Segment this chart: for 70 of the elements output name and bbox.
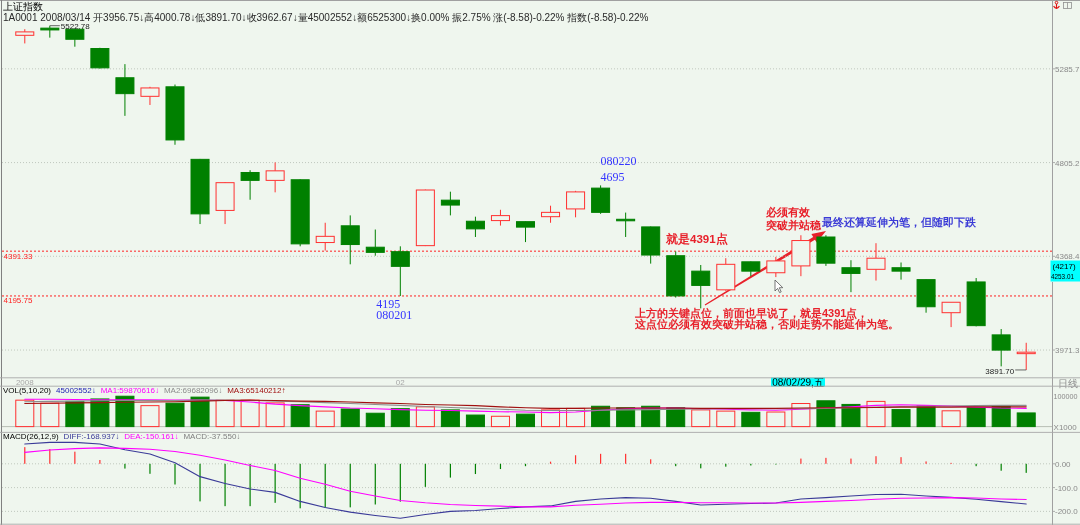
y-tick-label: 0.00 [1055,459,1072,469]
annotation: 必须有效突破并站稳 [765,205,822,231]
y-tick-label: 5285.7 [1055,64,1080,74]
bar [691,409,711,428]
bar [140,405,160,428]
bar [215,399,235,428]
bar [390,408,410,428]
bar [716,410,736,428]
text: (4217) [1052,261,1076,271]
y-tick-label: -200.0 [1055,507,1079,517]
bar [515,413,536,428]
annotation: 5522.78 [60,21,91,31]
annotation: 08/02/29,五 [772,377,824,389]
series-label: MA1:59870616↓ [100,386,159,396]
annotation: 3891.70 [985,366,1015,376]
x-tick-label: 02 [395,378,406,387]
series-label: MA2:69682096↓ [163,386,223,396]
bar [490,415,510,428]
series-label: DEA:-150.161↓ [124,432,179,442]
line-series [24,447,1027,508]
bar [365,412,385,428]
bar [766,411,786,428]
text: X1000 [1053,422,1078,432]
annotation: MACD:-37.550↓ [183,432,241,442]
bar [15,399,35,428]
annotation: 080220 [600,153,637,168]
line-series [24,441,1027,519]
ref-line-label: 4195.75 [3,296,33,306]
bar [1016,412,1036,428]
annotation: 就是4391点 [665,231,728,246]
bar [841,403,861,428]
annotation: 4195 [376,296,401,311]
ref-line-label: 4391.33 [3,251,33,261]
chart-title: 上证指数 [3,0,43,12]
annotation: 上方的关键点位，前面也早说了，就是4391点，这点位必须有效突破并站稳，否则走势不能延伸为笔。 [634,306,899,331]
bar [40,402,60,428]
bar [315,410,335,428]
bar [816,400,836,428]
annotation: 最终还算延伸为笔，但随即下跌 [821,215,977,228]
bar [440,409,460,428]
bar [941,410,961,428]
bar [465,414,485,428]
bar [265,402,285,428]
bar [916,405,936,428]
bar [340,408,360,428]
x-tick-label: 2008 [15,378,35,387]
bar [415,406,435,428]
bar [190,396,210,428]
text: 1A0001 2008/03/14 开3956.75↓高4000.78↓低3891.70↓收3962.67↓量45002552↓额6525300↓换0.00% 振2.75% 涨(-8.58)-0.22% 指数(-8.58)-0.22% [3,12,649,23]
bar [240,399,260,428]
y-tick-label: 4368.4 [1055,252,1080,262]
bar [741,411,761,428]
y-tick-label: -100.0 [1055,483,1079,493]
text: 100000 [1053,392,1080,402]
chart-title: MACD(26,12,9) [3,432,59,442]
bar [290,404,310,428]
y-tick-label: 4805.2 [1055,158,1080,168]
annotation: 4253.01 [1051,272,1080,282]
chart-title: VOL(5,10,20) [3,386,52,396]
series-label: DIFF:-168.937↓ [63,432,120,442]
annotation: 4695 [600,169,625,184]
text: 45002552↓ [56,386,96,396]
bar [115,395,135,428]
y-tick-label: 3971.3 [1055,346,1080,356]
annotation: 080201 [376,308,413,323]
text: 日线 [1058,377,1078,389]
bar [165,402,185,428]
bar [966,407,986,428]
series-label: MA3:65140212↑ [227,386,286,396]
bar [891,409,911,428]
